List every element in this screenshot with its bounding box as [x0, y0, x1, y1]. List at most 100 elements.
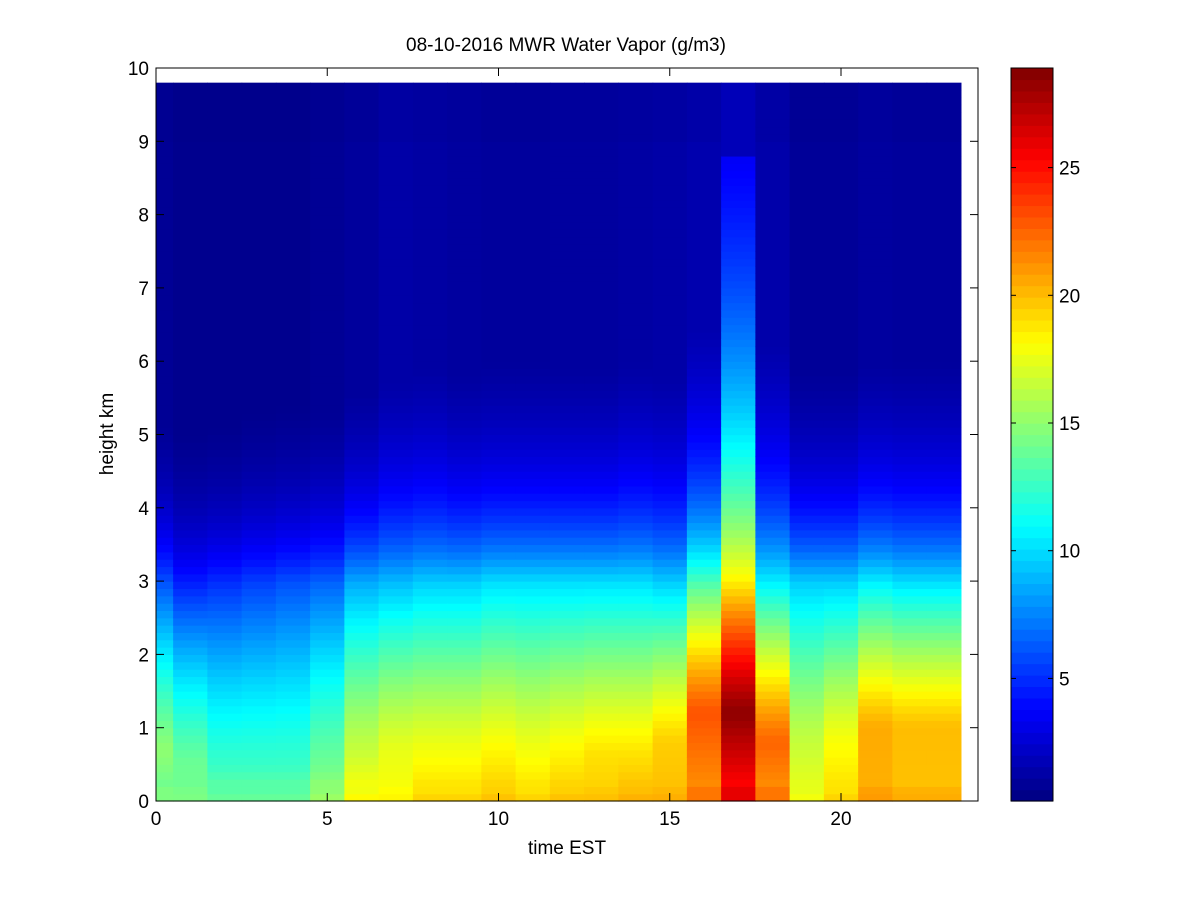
heatmap-cell — [275, 786, 311, 795]
heatmap-cell — [618, 375, 654, 384]
heatmap-cell — [618, 669, 654, 677]
heatmap-cell — [789, 148, 825, 157]
heatmap-cell — [549, 324, 585, 333]
heatmap-cell — [447, 412, 482, 421]
heatmap-cell — [378, 603, 414, 612]
heatmap-cell — [241, 522, 277, 531]
heatmap-cell — [447, 287, 482, 296]
x-tick-label: 5 — [322, 809, 333, 830]
heatmap-cell — [156, 273, 174, 282]
heatmap-cell — [721, 639, 756, 648]
heatmap-cell — [789, 280, 825, 289]
heatmap-cell — [789, 632, 825, 641]
heatmap-cell — [892, 742, 928, 751]
heatmap-cell — [652, 478, 688, 487]
heatmap-cell — [156, 141, 174, 150]
heatmap-cell — [652, 258, 688, 267]
heatmap-cell — [823, 177, 859, 186]
heatmap-cell — [412, 412, 448, 421]
heatmap-cell — [173, 654, 208, 663]
heatmap-cell — [755, 742, 791, 751]
heatmap-cell — [858, 148, 893, 157]
heatmap-cell — [755, 471, 791, 480]
heatmap-cell — [721, 544, 756, 553]
heatmap-cell — [686, 199, 722, 208]
heatmap-cell — [173, 141, 208, 150]
heatmap-cell — [755, 405, 791, 414]
heatmap-cell — [173, 214, 208, 223]
heatmap-cell — [481, 705, 517, 714]
heatmap-cell — [275, 493, 311, 502]
heatmap-cell — [207, 339, 243, 348]
heatmap-cell — [241, 500, 277, 509]
heatmap-cell — [156, 537, 174, 546]
heatmap-cell — [447, 258, 482, 267]
heatmap-cell — [447, 361, 482, 370]
heatmap-cell — [378, 764, 414, 773]
heatmap-cell — [584, 544, 619, 553]
heatmap-cell — [344, 639, 380, 648]
heatmap-cell — [310, 375, 345, 384]
heatmap-cell — [344, 566, 380, 575]
heatmap-cell — [207, 427, 243, 436]
heatmap-cell — [378, 441, 414, 450]
heatmap-cell — [447, 727, 482, 736]
heatmap-cell — [652, 309, 688, 318]
heatmap-cell — [412, 588, 448, 597]
heatmap-cell — [584, 126, 619, 135]
heatmap-cell — [926, 163, 962, 172]
heatmap-cell — [344, 786, 380, 795]
heatmap-cell — [652, 463, 688, 472]
heatmap-cell — [173, 170, 208, 179]
heatmap-cell — [275, 427, 311, 436]
heatmap-cell — [344, 163, 380, 172]
heatmap-cell — [789, 236, 825, 245]
heatmap-cell — [652, 771, 688, 780]
heatmap-cell — [173, 588, 208, 597]
heatmap-cell — [721, 192, 756, 201]
heatmap-cell — [412, 735, 448, 743]
heatmap-cell — [412, 456, 448, 465]
heatmap-cell — [858, 390, 893, 399]
heatmap-cell — [686, 676, 722, 685]
heatmap-cell — [515, 727, 551, 736]
heatmap-cell — [858, 119, 893, 128]
heatmap-cell — [275, 419, 311, 428]
heatmap-cell — [755, 119, 791, 128]
heatmap-cell — [481, 691, 517, 699]
heatmap-cell — [549, 331, 585, 340]
heatmap-cell — [173, 639, 208, 648]
heatmap-cell — [652, 588, 688, 597]
heatmap-cell — [156, 192, 174, 201]
colorbar-band — [1011, 503, 1053, 516]
heatmap-cell — [584, 339, 619, 348]
heatmap-cell — [310, 493, 345, 502]
heatmap-cell — [173, 185, 208, 194]
heatmap-cell — [156, 214, 174, 223]
heatmap-cell — [241, 713, 277, 721]
heatmap-cell — [858, 302, 893, 311]
heatmap-cell — [926, 478, 962, 487]
heatmap-cell — [686, 229, 722, 238]
heatmap-cell — [173, 786, 208, 795]
heatmap-cell — [447, 419, 482, 428]
heatmap-cell — [207, 309, 243, 318]
heatmap-cell — [241, 287, 277, 296]
heatmap-cell — [584, 595, 619, 604]
heatmap-cell — [584, 309, 619, 318]
heatmap-cell — [173, 449, 208, 458]
heatmap-cell — [584, 265, 619, 274]
heatmap-cell — [926, 82, 962, 91]
heatmap-cell — [207, 214, 243, 223]
colorbar-band — [1011, 331, 1053, 344]
heatmap-cell — [447, 89, 482, 98]
heatmap-cell — [926, 617, 962, 626]
heatmap-cell — [686, 573, 722, 582]
heatmap-cell — [926, 229, 962, 238]
heatmap-cell — [721, 456, 756, 465]
heatmap-cell — [858, 163, 893, 172]
heatmap-cell — [515, 449, 551, 458]
heatmap-cell — [721, 368, 756, 377]
heatmap-cell — [549, 192, 585, 201]
